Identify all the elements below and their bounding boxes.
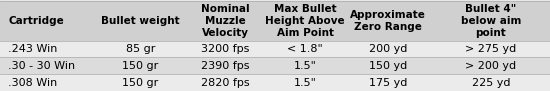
Text: 150 gr: 150 gr <box>122 61 158 71</box>
Text: Approximate
Zero Range: Approximate Zero Range <box>350 10 426 32</box>
Text: Cartridge: Cartridge <box>8 16 64 26</box>
Text: .30 - 30 Win: .30 - 30 Win <box>8 61 75 71</box>
Text: 1.5": 1.5" <box>294 61 317 71</box>
Bar <box>0 1 550 41</box>
Bar <box>0 41 550 58</box>
Text: 3200 fps: 3200 fps <box>201 44 250 54</box>
Text: > 275 yd: > 275 yd <box>465 44 516 54</box>
Text: .243 Win: .243 Win <box>8 44 58 54</box>
Text: 1.5": 1.5" <box>294 78 317 88</box>
Text: Max Bullet
Height Above
Aim Point: Max Bullet Height Above Aim Point <box>266 4 345 38</box>
Bar <box>0 58 550 74</box>
Text: 150 yd: 150 yd <box>368 61 407 71</box>
Text: 85 gr: 85 gr <box>125 44 155 54</box>
Text: 225 yd: 225 yd <box>472 78 510 88</box>
Text: < 1.8": < 1.8" <box>287 44 323 54</box>
Text: Nominal
Muzzle
Velocity: Nominal Muzzle Velocity <box>201 4 250 38</box>
Text: Bullet weight: Bullet weight <box>101 16 179 26</box>
Text: 200 yd: 200 yd <box>368 44 407 54</box>
Bar <box>0 74 550 91</box>
Text: 2390 fps: 2390 fps <box>201 61 250 71</box>
Text: 2820 fps: 2820 fps <box>201 78 250 88</box>
Text: Bullet 4"
below aim
point: Bullet 4" below aim point <box>461 4 521 38</box>
Text: .308 Win: .308 Win <box>8 78 58 88</box>
Text: > 200 yd: > 200 yd <box>465 61 516 71</box>
Text: 150 gr: 150 gr <box>122 78 158 88</box>
Text: 175 yd: 175 yd <box>368 78 407 88</box>
